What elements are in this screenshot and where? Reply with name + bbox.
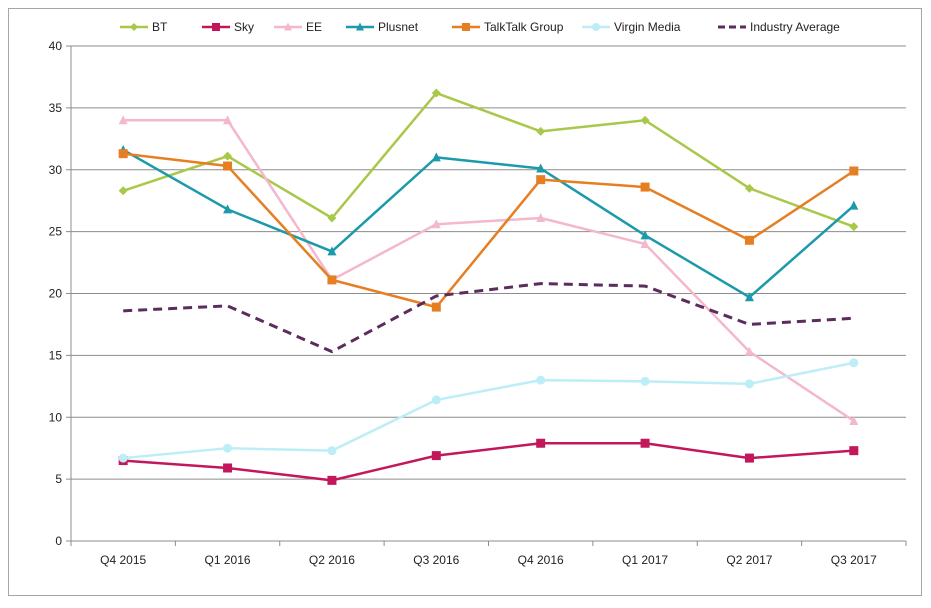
- data-point-sky: [431, 451, 441, 461]
- series-line-plusnet: [122, 148, 855, 299]
- legend-marker: [212, 23, 220, 31]
- series-line-sky: [123, 441, 854, 482]
- series-line-ee: [123, 119, 855, 423]
- data-point-virgin-media: [849, 358, 859, 368]
- series-industry-average: [123, 282, 854, 354]
- x-tick-label: Q1 2017: [622, 553, 668, 567]
- data-point-sky: [327, 475, 337, 485]
- data-point-bt: [849, 222, 859, 232]
- data-point-virgin-media: [640, 376, 650, 386]
- legend-item-industry-average: Industry Average: [718, 20, 840, 34]
- series-line-talktalk-group: [123, 152, 855, 309]
- data-point-talktalk-group: [744, 235, 754, 245]
- data-point-plusnet: [431, 152, 441, 162]
- legend-item-virgin-media: Virgin Media: [582, 20, 681, 34]
- legend-marker: [284, 22, 292, 31]
- x-tick-label: Q3 2017: [831, 553, 877, 567]
- series-bt: [118, 88, 859, 232]
- legend-item-bt: BT: [120, 20, 168, 34]
- x-tick-label: Q2 2017: [726, 553, 772, 567]
- data-point-talktalk-group: [327, 275, 337, 285]
- x-tick-label: Q4 2016: [518, 553, 564, 567]
- data-point-sky: [640, 438, 650, 448]
- legend-marker: [130, 23, 138, 31]
- data-point-ee: [640, 239, 650, 248]
- data-point-virgin-media: [536, 375, 546, 385]
- legend-marker: [462, 23, 470, 31]
- legend-label: Industry Average: [750, 20, 840, 34]
- y-tick-label: 30: [49, 163, 63, 177]
- legend-label: EE: [306, 20, 322, 34]
- data-point-bt: [223, 151, 233, 161]
- data-point-talktalk-group: [118, 149, 128, 159]
- data-point-plusnet: [536, 163, 546, 173]
- data-point-ee: [536, 213, 546, 223]
- y-tick-label: 35: [49, 101, 63, 115]
- data-point-bt: [536, 126, 546, 136]
- data-point-ee: [849, 415, 859, 425]
- data-point-sky: [849, 446, 859, 456]
- gridlines: [71, 45, 906, 480]
- data-point-bt: [640, 115, 650, 125]
- data-point-virgin-media: [327, 446, 337, 456]
- series-line-bt: [122, 91, 855, 228]
- series-line-industry-average: [123, 282, 854, 354]
- data-point-plusnet: [744, 292, 754, 302]
- data-point-talktalk-group: [223, 161, 233, 171]
- x-tick-label: Q4 2015: [100, 553, 146, 567]
- y-tick-label: 25: [49, 225, 63, 239]
- data-point-plusnet: [640, 230, 650, 240]
- data-point-ee: [223, 115, 233, 125]
- axes: 0 5 10 15 20 25 30 35 40 Q4 2015 Q1 2016 Q2 2016 Q3 …: [49, 39, 907, 567]
- legend-label: Virgin Media: [614, 20, 681, 34]
- data-point-plusnet: [849, 200, 859, 210]
- legend-marker: [356, 22, 364, 31]
- data-point-virgin-media: [118, 453, 128, 463]
- legend-item-ee: EE: [274, 20, 322, 34]
- legend-label: BT: [152, 20, 168, 34]
- data-point-ee: [744, 346, 754, 356]
- chart-frame: [8, 8, 922, 596]
- data-point-virgin-media: [223, 443, 233, 453]
- data-point-virgin-media: [431, 395, 441, 405]
- data-point-plusnet: [223, 204, 233, 214]
- series-virgin-media: [118, 358, 859, 463]
- series-line-virgin-media: [123, 361, 855, 460]
- data-point-bt: [431, 88, 441, 98]
- data-point-bt: [744, 183, 754, 193]
- series-talktalk-group: [118, 149, 859, 312]
- series-lines: [118, 88, 859, 485]
- y-tick-label: 20: [49, 287, 63, 301]
- legend: BT Sky EE Plusnet TalkTalk Group Virgin Media…: [120, 20, 840, 34]
- x-tick-label: Q1 2016: [205, 553, 251, 567]
- legend-label: Sky: [234, 20, 254, 34]
- legend-item-sky: Sky: [202, 20, 254, 34]
- data-point-talktalk-group: [536, 175, 546, 185]
- y-tick-label: 15: [49, 348, 63, 362]
- data-point-talktalk-group: [431, 302, 441, 312]
- y-tick-label: 0: [55, 534, 62, 548]
- legend-label: Plusnet: [378, 20, 419, 34]
- legend-item-talktalk-group: TalkTalk Group: [452, 20, 564, 34]
- data-point-ee: [431, 219, 441, 229]
- y-tick-label: 10: [49, 410, 63, 424]
- data-point-ee: [118, 115, 128, 125]
- legend-label: TalkTalk Group: [484, 20, 564, 34]
- x-tick-label: Q3 2016: [413, 553, 459, 567]
- data-point-talktalk-group: [640, 182, 650, 192]
- legend-item-plusnet: Plusnet: [346, 20, 419, 34]
- y-tick-label: 5: [55, 472, 62, 486]
- x-tick-label: Q2 2016: [309, 553, 355, 567]
- y-tick-label: 40: [49, 39, 63, 53]
- data-point-bt: [327, 213, 337, 223]
- data-point-plusnet: [327, 246, 337, 256]
- data-point-sky: [223, 463, 233, 473]
- data-point-sky: [744, 453, 754, 463]
- legend-marker: [592, 23, 600, 31]
- data-point-bt: [118, 186, 128, 196]
- data-point-talktalk-group: [849, 166, 859, 176]
- data-point-virgin-media: [744, 379, 754, 389]
- data-point-sky: [536, 438, 546, 448]
